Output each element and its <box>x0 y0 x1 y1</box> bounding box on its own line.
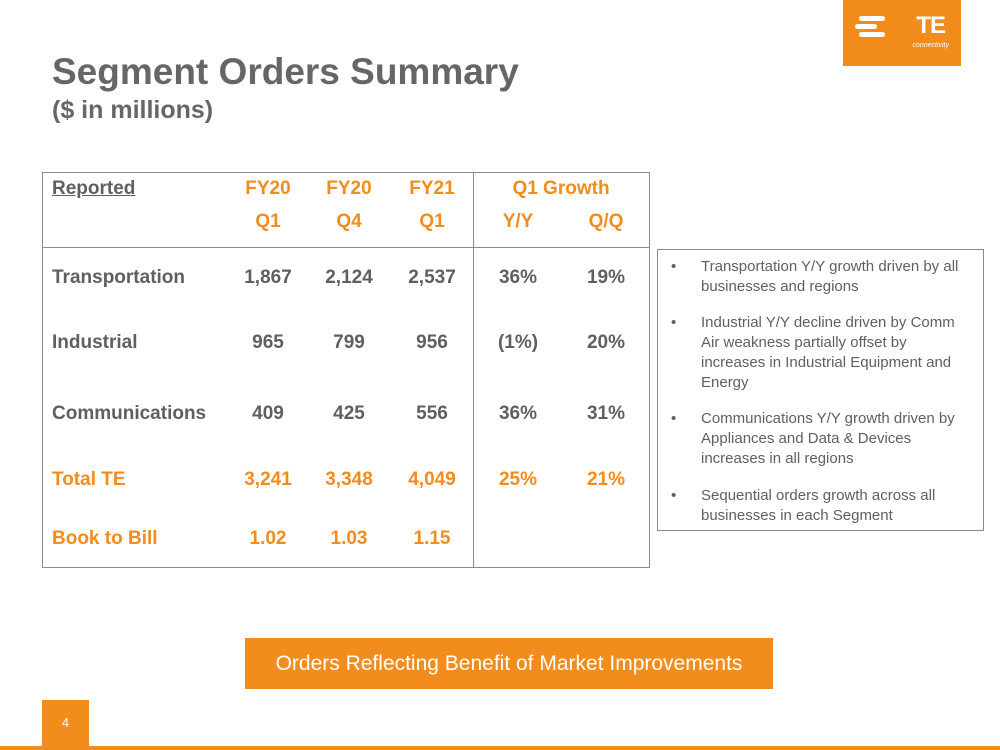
table-cell: 556 <box>416 403 448 424</box>
key-message-banner: Orders Reflecting Benefit of Market Impr… <box>245 638 773 689</box>
table-cell: 31% <box>586 403 626 424</box>
row-label-total-te: Total TE <box>52 469 126 490</box>
growth-divider <box>473 173 474 567</box>
table-cell: 3,348 <box>325 469 373 490</box>
page-title: Segment Orders Summary <box>52 51 519 92</box>
table-cell: 36% <box>498 403 538 424</box>
bullet-icon: • <box>671 258 677 275</box>
header-yy: Y/Y <box>502 211 534 232</box>
page-number: 4 <box>42 700 89 746</box>
table-cell: 1.15 <box>413 528 451 549</box>
table-cell: 4,049 <box>408 469 456 490</box>
row-label-book-to-bill: Book to Bill <box>52 528 158 549</box>
footer-rule <box>0 746 1000 750</box>
bullet-icon: • <box>671 410 677 427</box>
table-cell: 20% <box>586 332 626 353</box>
table-cell: 2,537 <box>408 267 456 288</box>
table-cell: 1.02 <box>249 528 287 549</box>
header-fy20-q1-year: FY20 <box>245 178 291 199</box>
page-subtitle: ($ in millions) <box>52 96 214 124</box>
header-fy20-q4-year: FY20 <box>326 178 372 199</box>
orders-table: Reported FY20 FY20 FY21 Q1 Growth Q1 Q4 … <box>42 172 650 568</box>
header-fy20-q4-quarter: Q4 <box>336 211 362 232</box>
logo-stripes-icon <box>855 16 885 37</box>
table-cell: 1.03 <box>330 528 368 549</box>
bullet-icon: • <box>671 314 677 331</box>
table-cell: 25% <box>498 469 538 490</box>
table-cell: 3,241 <box>244 469 292 490</box>
header-divider <box>43 247 649 248</box>
row-label-industrial: Industrial <box>52 332 138 353</box>
logo-subtext: connectivity <box>912 42 949 49</box>
table-cell: 19% <box>586 267 626 288</box>
header-fy21-q1-quarter: Q1 <box>419 211 445 232</box>
note-text: Sequential orders growth across all busi… <box>701 487 936 524</box>
table-cell: 425 <box>333 403 365 424</box>
table-cell: 965 <box>252 332 284 353</box>
logo-text: TE <box>916 12 946 39</box>
table-cell: 799 <box>333 332 365 353</box>
table-cell: 2,124 <box>325 267 373 288</box>
company-logo: TE connectivity <box>843 0 961 66</box>
note-text: Industrial Y/Y decline driven by Comm Ai… <box>701 314 955 391</box>
bullet-icon: • <box>671 487 677 504</box>
commentary-box: • Transportation Y/Y growth driven by al… <box>657 249 984 531</box>
header-qq: Q/Q <box>588 211 624 232</box>
note-text: Communications Y/Y growth driven by Appl… <box>701 410 955 467</box>
header-q1-growth: Q1 Growth <box>512 178 610 199</box>
table-cell: 956 <box>416 332 448 353</box>
table-cell: 409 <box>252 403 284 424</box>
header-reported: Reported <box>52 178 136 199</box>
header-fy21-q1-year: FY21 <box>409 178 455 199</box>
row-label-transportation: Transportation <box>52 267 186 288</box>
note-text: Transportation Y/Y growth driven by all … <box>701 258 959 295</box>
table-cell: 1,867 <box>244 267 292 288</box>
table-cell: (1%) <box>497 332 539 353</box>
table-cell: 21% <box>586 469 626 490</box>
table-cell: 36% <box>498 267 538 288</box>
header-fy20-q1-quarter: Q1 <box>255 211 281 232</box>
row-label-communications: Communications <box>52 403 207 424</box>
